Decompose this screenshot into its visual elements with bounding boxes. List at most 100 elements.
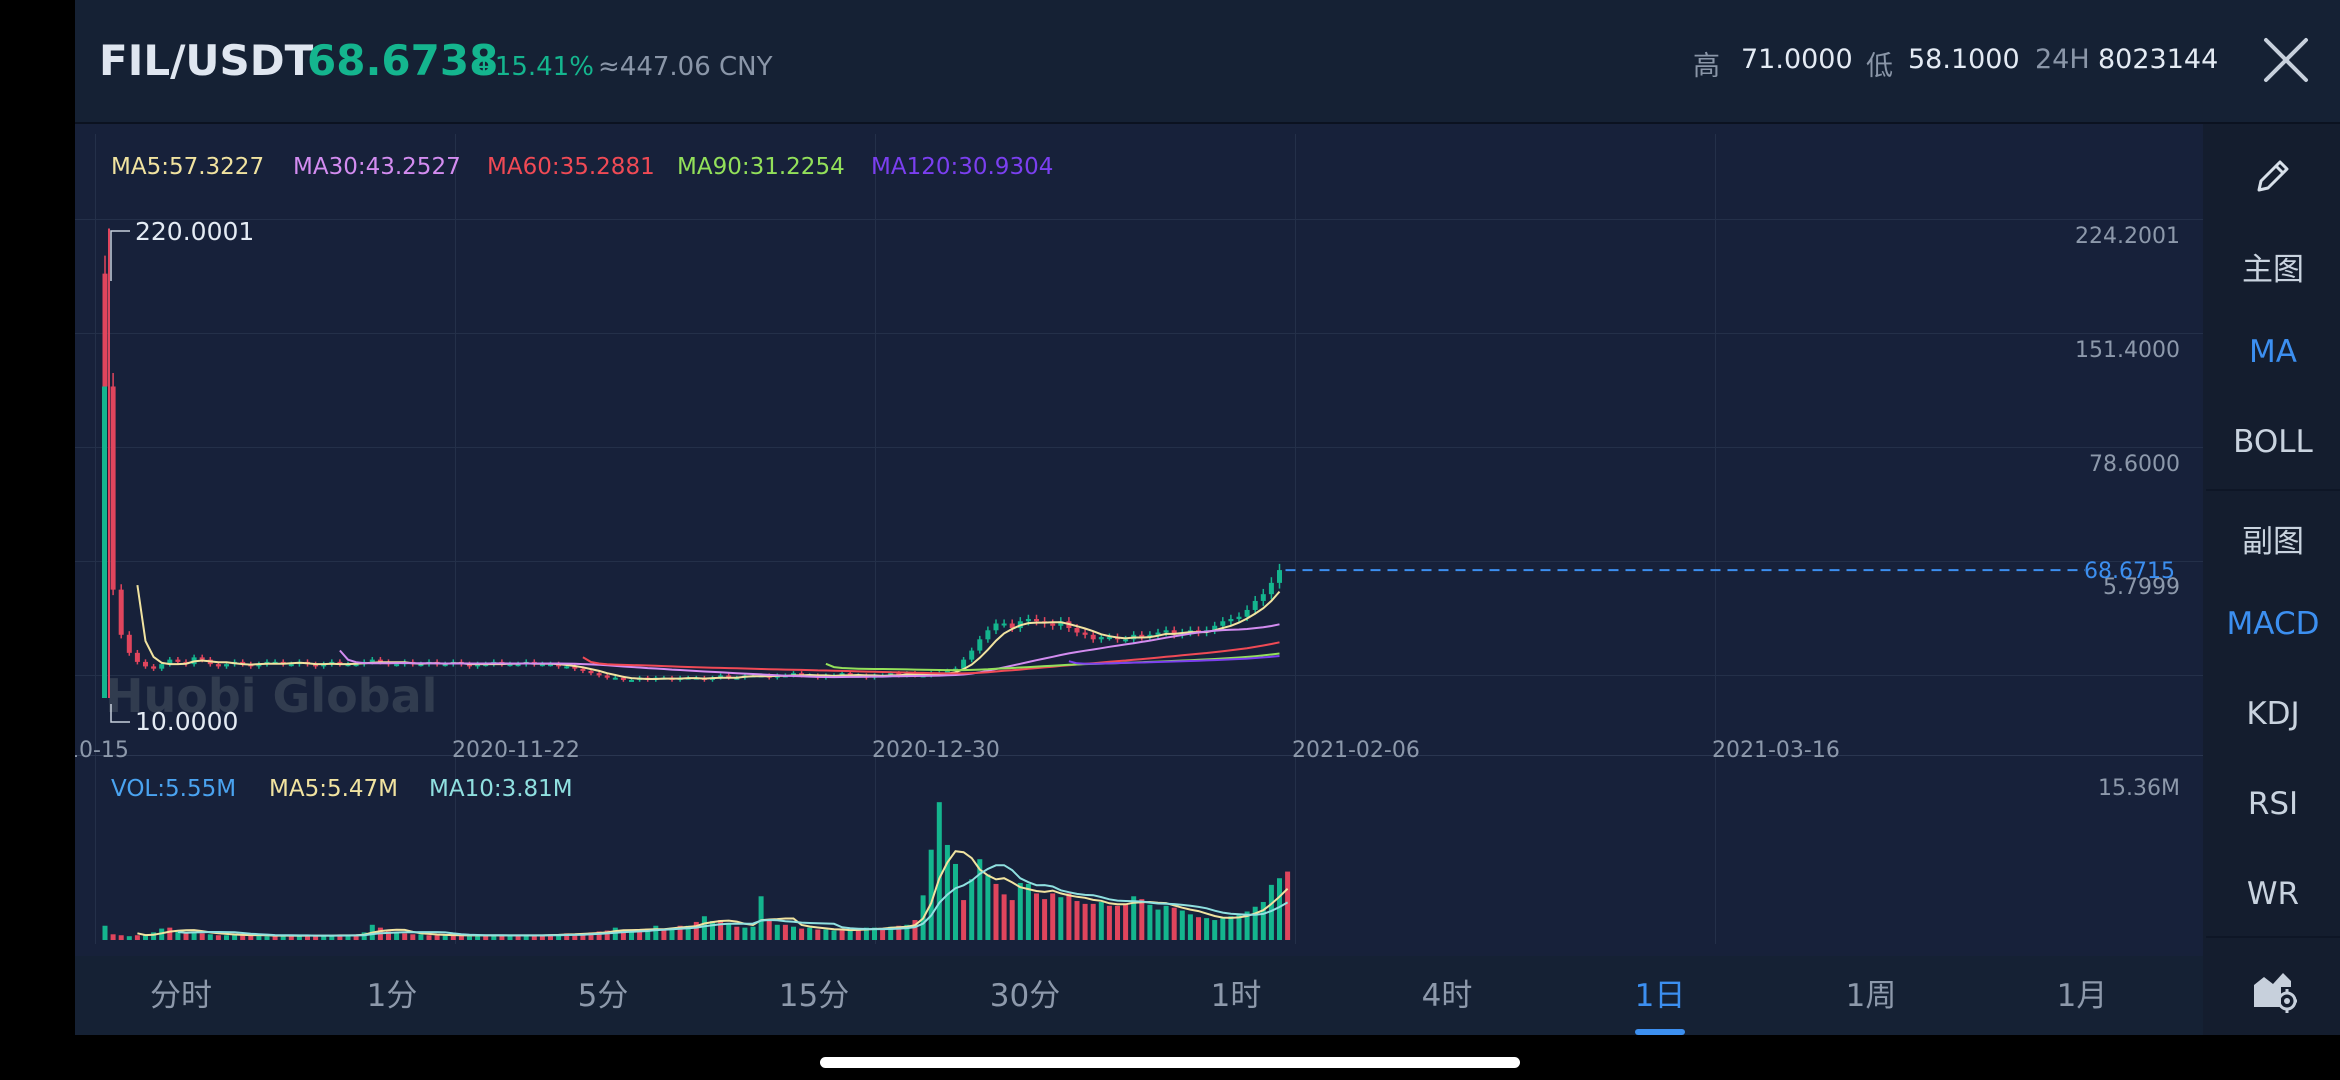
volume-bar <box>969 879 975 940</box>
candle <box>475 664 481 667</box>
volume-bar <box>750 926 756 940</box>
candle <box>1147 634 1153 638</box>
candle <box>1050 623 1056 626</box>
volume-bar <box>758 896 764 940</box>
volume-bar <box>556 934 562 940</box>
close-icon[interactable] <box>2258 32 2314 88</box>
candle <box>151 666 157 669</box>
volume-bar <box>1090 903 1096 940</box>
volume-bar <box>1082 903 1088 940</box>
candle <box>118 589 124 635</box>
indicator-wr[interactable]: WR <box>2246 876 2300 912</box>
ma-lines <box>136 584 1281 680</box>
tab-timeshare[interactable]: 分时 <box>150 978 212 1014</box>
low-value: 58.1000 <box>1908 44 2020 75</box>
volume-bar <box>1115 905 1120 940</box>
volume-bar <box>1074 901 1080 940</box>
chart-settings-icon[interactable] <box>2251 967 2297 1013</box>
volume-bar <box>1025 883 1031 940</box>
tab-1hour[interactable]: 1时 <box>1210 978 1262 1014</box>
indicator-rsi[interactable]: RSI <box>2247 786 2299 822</box>
volume-bar <box>305 935 310 940</box>
volume-bar <box>1228 916 1234 940</box>
volume-bar <box>1196 917 1201 940</box>
candle <box>620 677 626 680</box>
candle <box>126 634 132 653</box>
volume-bar <box>1017 882 1023 940</box>
volume-bar <box>1277 878 1282 940</box>
tab-1day[interactable]: 1日 <box>1634 978 1686 1014</box>
chart-area[interactable]: Huobi Global 224.2001 151.4000 78.6000 5.79… <box>75 124 2203 956</box>
candle <box>1058 621 1064 626</box>
low-label: 低 <box>1866 51 1893 82</box>
indicator-kdj[interactable]: KDJ <box>2246 696 2300 732</box>
volume-bar <box>548 934 553 940</box>
volume-bar <box>782 924 788 940</box>
trading-pair[interactable]: FIL/USDT <box>99 36 314 85</box>
tab-15min[interactable]: 15分 <box>778 978 850 1014</box>
candle <box>1106 637 1112 640</box>
volume-bar <box>1163 905 1169 940</box>
active-tab-indicator <box>1635 1029 1685 1035</box>
volume-bar <box>564 933 570 940</box>
volume-bar <box>718 920 724 940</box>
volume-bar <box>961 900 967 940</box>
volume-axis-max: 15.36M <box>2098 776 2180 801</box>
candle <box>1009 623 1015 629</box>
sub-chart-label: 副图 <box>2242 524 2304 560</box>
tab-1month[interactable]: 1月 <box>2056 978 2108 1014</box>
volume-bar <box>442 935 448 940</box>
candle <box>442 664 448 667</box>
high-label: 高 <box>1693 51 1720 82</box>
vol-ma10-legend: MA10:3.81M <box>429 776 573 802</box>
chart-markers: 220.0001 10.0000 <box>110 217 254 736</box>
candle <box>1171 630 1177 635</box>
indicator-boll[interactable]: BOLL <box>2233 424 2313 460</box>
volume-bar <box>888 926 894 940</box>
volume-bar <box>1098 901 1104 940</box>
tab-1week[interactable]: 1周 <box>1845 978 1897 1014</box>
volume-bar <box>264 936 270 940</box>
volume-bar <box>507 936 513 940</box>
volume-bar <box>224 935 229 940</box>
volume-bar <box>815 929 821 940</box>
indicator-ma[interactable]: MA <box>2249 334 2297 370</box>
candle <box>353 664 359 667</box>
candle <box>1139 634 1145 638</box>
volume-bar <box>604 930 610 940</box>
volume-bar <box>1155 909 1161 940</box>
candle <box>799 673 805 676</box>
kline-chart[interactable]: Huobi Global 224.2001 151.4000 78.6000 5.79… <box>75 124 2203 956</box>
volume-bar <box>1244 911 1250 940</box>
volume-bar <box>734 926 740 940</box>
candle <box>1123 639 1129 642</box>
volume-bar <box>183 932 189 940</box>
candle <box>1001 623 1007 626</box>
volume-bar <box>394 932 400 940</box>
pencil-icon[interactable] <box>2251 154 2295 198</box>
max-marker <box>110 230 130 281</box>
candle <box>256 664 262 667</box>
tab-30min[interactable]: 30分 <box>989 978 1061 1014</box>
price-tick-label: 151.4000 <box>2075 338 2180 363</box>
candle <box>791 673 796 676</box>
candle <box>224 664 229 667</box>
indicator-macd[interactable]: MACD <box>2226 606 2320 642</box>
volume-bar <box>483 935 489 940</box>
candle <box>1212 625 1218 631</box>
volume-bar <box>1147 904 1153 940</box>
home-indicator[interactable] <box>820 1057 1520 1068</box>
tab-1min[interactable]: 1分 <box>366 978 418 1014</box>
candle <box>467 664 472 667</box>
volume-bar <box>629 931 634 940</box>
tab-4hour[interactable]: 4时 <box>1421 978 1473 1014</box>
tab-5min[interactable]: 5分 <box>577 978 629 1014</box>
volume-bar <box>1001 894 1007 940</box>
volume-bar <box>296 936 302 940</box>
volume-bar <box>993 883 999 940</box>
candle <box>337 661 343 665</box>
ma120-legend: MA120:30.9304 <box>871 154 1054 180</box>
price-change-percent: +15.41% <box>473 52 594 82</box>
max-price-label: 220.0001 <box>135 217 254 246</box>
